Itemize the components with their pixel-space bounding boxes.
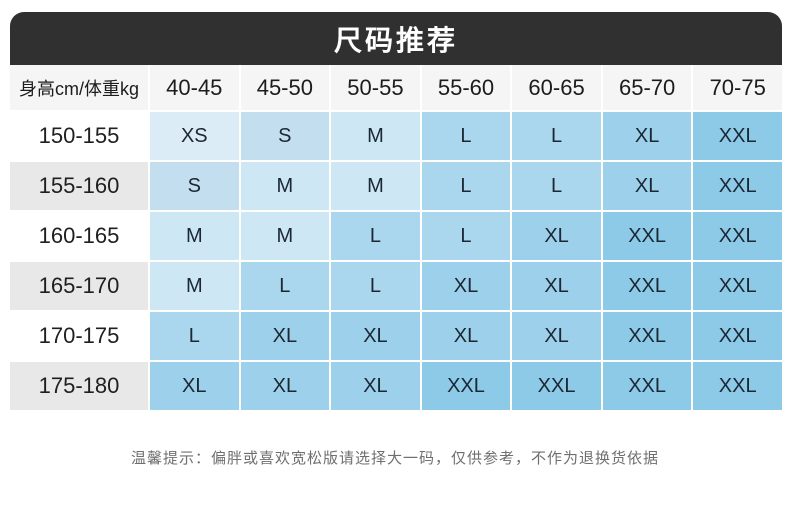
- footer-note: 温馨提示：偏胖或喜欢宽松版请选择大一码，仅供参考，不作为退换货依据: [130, 450, 659, 467]
- size-cell: L: [512, 112, 601, 160]
- size-cell: XL: [331, 362, 420, 410]
- size-cell: S: [240, 112, 330, 160]
- weight-column-header: 40-45: [150, 65, 239, 110]
- size-cell: XXL: [512, 362, 601, 410]
- size-cell: M: [150, 212, 239, 260]
- size-cell: XL: [512, 262, 601, 310]
- size-cell: XL: [421, 262, 511, 310]
- size-cell: L: [240, 262, 330, 310]
- size-cell: XL: [240, 312, 330, 360]
- size-cell: XXL: [602, 212, 692, 260]
- size-cell: XL: [602, 112, 692, 160]
- size-cell: L: [331, 262, 420, 310]
- size-cell: M: [331, 112, 420, 160]
- size-table: 身高cm/体重kg 40-45 45-50 50-55 55-60 60-65 65-70 7…: [10, 65, 782, 410]
- weight-column-header: 50-55: [331, 65, 420, 110]
- size-cell: XXL: [602, 262, 692, 310]
- size-cell: M: [331, 162, 420, 210]
- size-cell: L: [421, 162, 511, 210]
- size-cell: L: [331, 212, 420, 260]
- size-cell: S: [150, 162, 239, 210]
- size-cell: XXL: [693, 212, 782, 260]
- size-cell: XXL: [602, 362, 692, 410]
- size-cell: XL: [512, 212, 601, 260]
- height-row-label: 175-180: [10, 362, 148, 410]
- chart-title: 尺码推荐: [333, 24, 458, 56]
- size-cell: XXL: [693, 362, 782, 410]
- size-cell: XXL: [693, 262, 782, 310]
- size-cell: XL: [512, 312, 601, 360]
- weight-column-header: 70-75: [693, 65, 782, 110]
- weight-column-header: 55-60: [421, 65, 511, 110]
- size-cell: XL: [421, 312, 511, 360]
- size-cell: XXL: [693, 162, 782, 210]
- weight-column-header: 65-70: [602, 65, 692, 110]
- chart-title-bar: 尺码推荐: [10, 12, 782, 65]
- size-cell: XL: [150, 362, 239, 410]
- size-cell: M: [240, 212, 330, 260]
- size-cell: XXL: [421, 362, 511, 410]
- size-cell: XXL: [693, 312, 782, 360]
- height-row-label: 155-160: [10, 162, 148, 210]
- size-cell: XXL: [602, 312, 692, 360]
- size-cell: XL: [331, 312, 420, 360]
- height-row-label: 160-165: [10, 212, 148, 260]
- size-cell: L: [421, 212, 511, 260]
- height-row-label: 170-175: [10, 312, 148, 360]
- size-cell: XL: [240, 362, 330, 410]
- height-row-label: 150-155: [10, 112, 148, 160]
- size-chart: 尺码推荐 身高cm/体重kg 40-45 45-50 50-55 55-60 60-65 6…: [10, 12, 782, 410]
- size-cell: L: [421, 112, 511, 160]
- size-cell: L: [512, 162, 601, 210]
- weight-column-header: 60-65: [512, 65, 601, 110]
- height-row-label: 165-170: [10, 262, 148, 310]
- size-cell: M: [150, 262, 239, 310]
- corner-header: 身高cm/体重kg: [10, 65, 148, 110]
- weight-column-header: 45-50: [240, 65, 330, 110]
- size-cell: XXL: [693, 112, 782, 160]
- size-cell: XS: [150, 112, 239, 160]
- size-cell: M: [240, 162, 330, 210]
- size-cell: XL: [602, 162, 692, 210]
- size-cell: L: [150, 312, 239, 360]
